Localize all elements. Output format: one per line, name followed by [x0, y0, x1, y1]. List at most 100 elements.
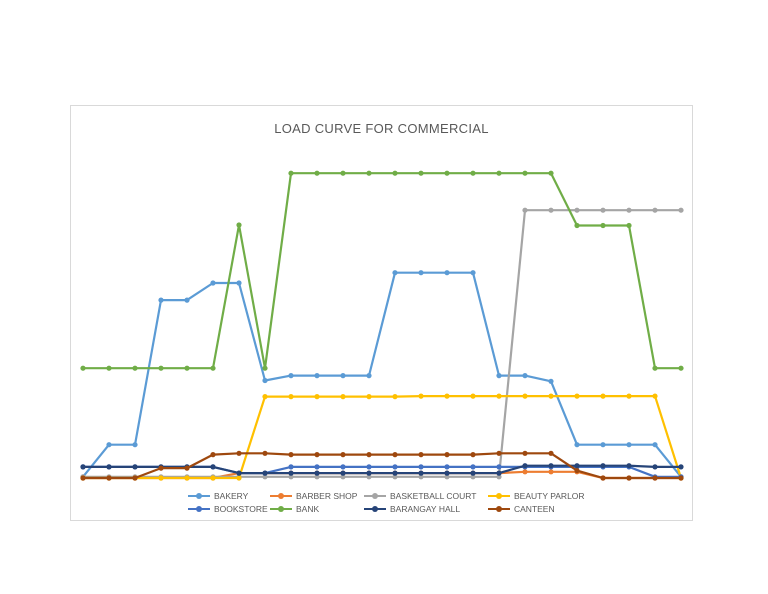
data-point-basketball-court — [340, 474, 346, 480]
data-point-bank — [314, 170, 320, 176]
data-point-beauty-parlor — [418, 393, 424, 399]
data-point-bank — [548, 170, 554, 176]
data-point-canteen — [210, 452, 216, 458]
data-point-bakery — [600, 442, 606, 448]
data-point-beauty-parlor — [158, 475, 164, 481]
data-point-canteen — [262, 450, 268, 456]
data-point-barber-shop — [548, 469, 554, 475]
data-point-beauty-parlor — [262, 394, 268, 400]
data-point-bookstore — [366, 464, 372, 470]
data-point-canteen — [444, 452, 450, 458]
data-point-bakery — [314, 373, 320, 379]
data-point-barangay-hall — [106, 464, 112, 470]
legend-swatch — [270, 492, 292, 500]
data-point-bank — [132, 365, 138, 371]
data-point-bakery — [652, 442, 658, 448]
data-point-bank — [574, 222, 580, 229]
data-point-canteen — [288, 452, 294, 458]
data-point-basketball-court — [392, 474, 398, 480]
data-point-beauty-parlor — [366, 394, 372, 400]
data-point-bank — [236, 222, 242, 228]
data-point-bank — [522, 170, 528, 176]
series-line-canteen — [83, 452, 681, 480]
legend-row: BOOKSTORE BANK BARANGAY HALL CANTEEN — [188, 502, 608, 515]
data-point-barangay-hall — [314, 470, 320, 476]
legend-item-basketball-court: BASKETBALL COURT — [364, 491, 488, 501]
data-point-barangay-hall — [574, 463, 580, 469]
data-point-beauty-parlor — [652, 393, 658, 399]
data-point-bank — [262, 365, 268, 371]
data-point-beauty-parlor — [574, 393, 580, 399]
series-line-basketball-court — [83, 209, 681, 478]
data-point-bookstore — [314, 464, 320, 470]
data-point-bank — [366, 170, 372, 176]
data-point-barangay-hall — [652, 464, 658, 470]
data-point-beauty-parlor — [210, 475, 216, 481]
legend-item-barber-shop: BARBER SHOP — [270, 491, 364, 501]
legend-row: BAKERY BARBER SHOP BASKETBALL COURT BEAU… — [188, 489, 608, 502]
data-point-bank — [678, 365, 684, 371]
data-point-bakery — [158, 297, 164, 303]
data-point-basketball-court — [418, 474, 424, 480]
data-point-canteen — [600, 475, 606, 481]
data-point-bank — [80, 365, 86, 371]
data-point-basketball-court — [678, 207, 684, 213]
data-point-basketball-court — [652, 207, 658, 213]
data-point-beauty-parlor — [600, 393, 606, 399]
data-point-canteen — [158, 465, 164, 471]
data-point-bakery — [418, 270, 424, 276]
data-point-bank — [418, 170, 424, 176]
data-point-canteen — [366, 452, 372, 458]
data-point-canteen — [132, 475, 138, 481]
data-point-barangay-hall — [678, 464, 684, 470]
data-point-bookstore — [444, 464, 450, 470]
data-point-canteen — [652, 475, 658, 481]
data-point-basketball-court — [600, 207, 606, 213]
chart-title: LOAD CURVE FOR COMMERCIAL — [274, 121, 489, 136]
data-point-canteen — [574, 468, 580, 474]
legend-label: BARANGAY HALL — [390, 503, 461, 514]
chart-area — [70, 105, 693, 521]
data-point-bakery — [366, 373, 372, 379]
data-point-bank — [652, 365, 658, 371]
legend-item-bookstore: BOOKSTORE — [188, 504, 270, 514]
data-point-canteen — [548, 450, 554, 456]
data-point-canteen — [392, 452, 398, 458]
data-point-bank — [626, 222, 632, 229]
data-point-basketball-court — [366, 474, 372, 480]
series-line-bank — [83, 172, 681, 370]
data-point-canteen — [80, 475, 86, 481]
data-point-canteen — [496, 450, 502, 456]
legend-swatch — [364, 505, 386, 513]
data-point-canteen — [418, 452, 424, 458]
data-point-canteen — [340, 452, 346, 458]
legend-label: BANK — [296, 503, 320, 514]
data-point-beauty-parlor — [392, 394, 398, 400]
data-point-basketball-court — [548, 207, 554, 213]
data-point-barangay-hall — [470, 470, 476, 476]
data-point-bakery — [236, 280, 242, 286]
data-point-beauty-parlor — [496, 393, 502, 399]
data-point-bank — [392, 170, 398, 176]
data-point-bank — [444, 170, 450, 176]
series-line-bakery — [82, 271, 682, 478]
data-point-basketball-court — [314, 474, 320, 480]
legend-swatch — [488, 492, 510, 500]
data-point-beauty-parlor — [548, 393, 554, 399]
data-point-beauty-parlor — [470, 393, 476, 399]
data-point-canteen — [678, 475, 684, 481]
data-point-bakery — [392, 270, 398, 276]
legend: BAKERY BARBER SHOP BASKETBALL COURT BEAU… — [188, 489, 608, 515]
data-point-bakery — [132, 442, 138, 448]
data-point-barangay-hall — [444, 470, 450, 476]
data-point-barangay-hall — [626, 463, 632, 469]
legend-item-beauty-parlor: BEAUTY PARLOR — [488, 491, 598, 501]
data-point-bookstore — [496, 464, 502, 470]
legend-swatch — [364, 492, 386, 500]
legend-swatch — [188, 492, 210, 500]
data-point-bakery — [444, 270, 450, 276]
data-point-basketball-court — [574, 207, 580, 213]
data-point-basketball-court — [522, 207, 528, 213]
data-point-barangay-hall — [418, 470, 424, 476]
data-point-barangay-hall — [236, 470, 242, 476]
